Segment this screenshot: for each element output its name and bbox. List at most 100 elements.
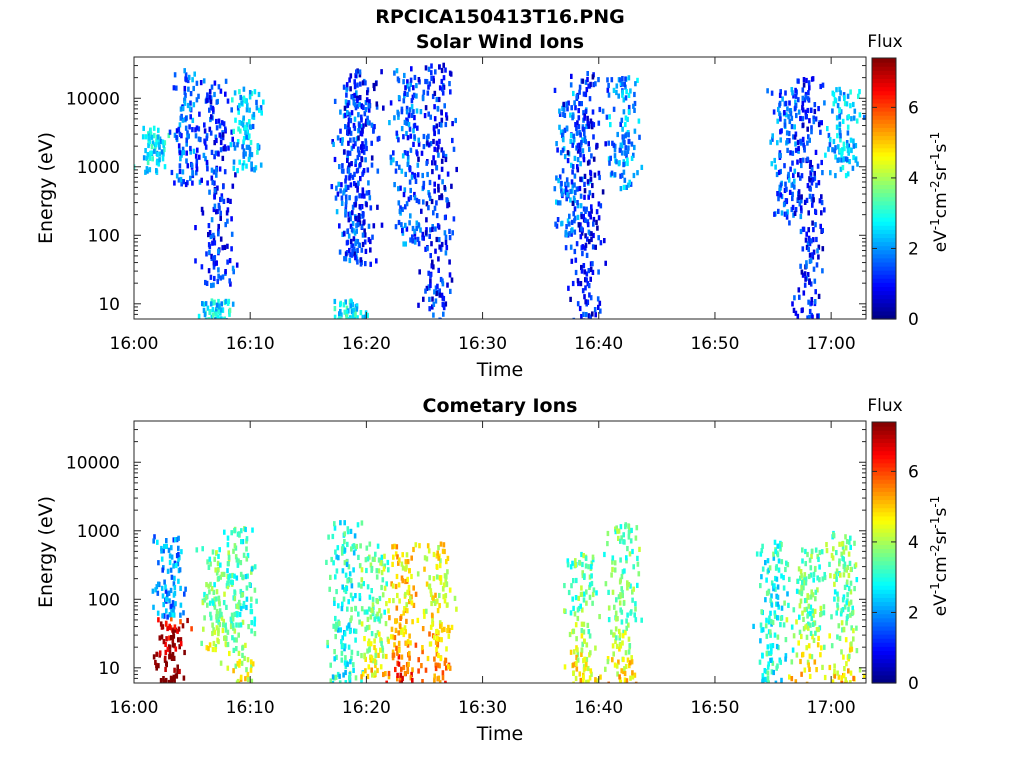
data-cell xyxy=(632,586,635,592)
data-cell xyxy=(355,543,358,550)
data-cell xyxy=(334,549,337,555)
data-cell xyxy=(226,98,230,104)
data-cell xyxy=(162,639,166,645)
data-cell xyxy=(592,587,596,593)
colorbar-swatch xyxy=(872,233,896,239)
data-cell xyxy=(785,214,789,220)
data-cell xyxy=(148,138,152,145)
data-cell xyxy=(210,253,213,259)
data-cell xyxy=(147,135,151,141)
data-cell xyxy=(611,657,614,663)
data-cell xyxy=(245,556,249,562)
colorbar-swatch xyxy=(872,172,896,177)
data-cell xyxy=(200,206,204,212)
data-cell xyxy=(227,561,230,567)
data-cell xyxy=(570,583,573,589)
data-cell xyxy=(628,643,632,649)
data-cell xyxy=(582,213,585,220)
data-cell xyxy=(334,195,338,201)
data-cell xyxy=(575,636,578,642)
data-cell xyxy=(177,626,181,632)
data-cell xyxy=(172,612,176,618)
data-cell xyxy=(448,228,451,234)
data-cell xyxy=(342,190,345,196)
data-cell xyxy=(604,581,608,587)
data-cell xyxy=(841,165,845,171)
data-cell xyxy=(218,132,222,138)
data-cell xyxy=(157,617,160,623)
data-cell xyxy=(621,126,624,132)
data-cell xyxy=(229,198,232,204)
data-cell xyxy=(397,186,400,192)
data-cell xyxy=(226,584,230,590)
data-cell xyxy=(806,96,810,102)
data-cell xyxy=(561,129,565,135)
data-cell xyxy=(629,610,632,616)
data-cell xyxy=(849,680,852,683)
data-cell xyxy=(213,596,216,602)
data-cell xyxy=(206,92,209,98)
data-cell xyxy=(203,122,206,128)
data-cell xyxy=(179,619,182,625)
data-cell xyxy=(839,137,842,143)
data-cell xyxy=(576,615,580,622)
data-cell xyxy=(356,522,360,528)
data-cell xyxy=(794,102,798,109)
data-cell xyxy=(805,77,808,84)
data-cell xyxy=(803,271,807,277)
data-cell xyxy=(375,104,379,110)
data-cell xyxy=(847,150,850,156)
data-cell xyxy=(444,593,448,599)
data-cell xyxy=(555,141,558,147)
colorbar-frame xyxy=(871,421,897,684)
data-cell xyxy=(581,78,585,84)
data-cell xyxy=(778,543,781,549)
data-cell xyxy=(806,140,809,146)
data-cell xyxy=(782,622,786,628)
data-cell xyxy=(373,85,376,92)
data-cell xyxy=(779,182,783,188)
data-cell xyxy=(210,298,214,304)
data-cell xyxy=(409,595,412,601)
data-cell xyxy=(381,577,385,583)
data-cell xyxy=(185,158,188,164)
data-cell xyxy=(776,601,780,607)
data-cell xyxy=(212,235,216,241)
data-cell xyxy=(371,234,374,240)
data-cell xyxy=(776,663,779,669)
data-cell xyxy=(804,276,807,282)
data-cell xyxy=(220,301,223,307)
data-cell xyxy=(852,154,855,161)
data-cell xyxy=(435,553,439,559)
data-cell xyxy=(781,96,784,102)
data-cell xyxy=(200,177,203,183)
data-cell xyxy=(183,100,187,106)
data-cell xyxy=(153,148,156,154)
data-cell xyxy=(386,559,390,566)
data-cell xyxy=(164,641,167,647)
data-cell xyxy=(360,674,363,680)
data-cell xyxy=(818,198,822,204)
data-cell xyxy=(356,82,359,88)
data-cell xyxy=(779,192,783,198)
data-cell xyxy=(259,105,263,111)
data-cell xyxy=(852,636,855,642)
data-cell xyxy=(417,302,420,308)
data-cell xyxy=(341,163,344,169)
colorbar-swatch xyxy=(872,102,896,108)
data-cell xyxy=(354,161,357,167)
data-cell xyxy=(182,179,185,185)
data-cell xyxy=(613,567,617,573)
data-cell xyxy=(194,225,197,231)
data-cell xyxy=(584,208,587,214)
data-cell xyxy=(765,577,768,583)
data-cell xyxy=(843,604,847,610)
data-cell xyxy=(590,236,593,243)
data-cell xyxy=(213,194,216,200)
data-cell xyxy=(422,89,426,95)
data-cell xyxy=(400,126,404,132)
data-cell xyxy=(438,620,442,626)
data-cell xyxy=(390,581,393,587)
data-cell xyxy=(834,145,837,151)
data-cell xyxy=(233,611,237,617)
